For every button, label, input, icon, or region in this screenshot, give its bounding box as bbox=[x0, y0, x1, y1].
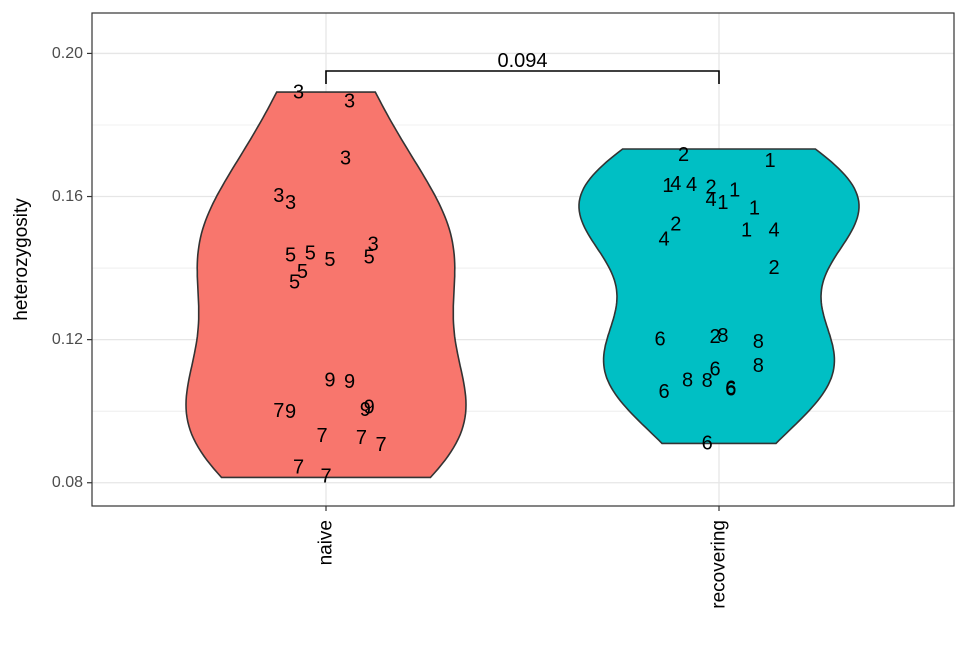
point-label: 6 bbox=[658, 381, 669, 403]
point-label: 2 bbox=[678, 144, 689, 166]
point-label: 9 bbox=[285, 401, 296, 423]
p-value-label: 0.094 bbox=[497, 50, 547, 72]
point-label: 2 bbox=[706, 177, 717, 199]
y-axis-title: heterozygosity bbox=[11, 198, 32, 321]
point-label: 6 bbox=[725, 378, 736, 400]
y-tick-label: 0.16 bbox=[52, 188, 83, 205]
point-label: 2 bbox=[670, 213, 681, 235]
x-tick-label-naive: naive bbox=[316, 520, 337, 565]
point-label: 7 bbox=[293, 457, 304, 479]
point-label: 7 bbox=[320, 465, 331, 487]
point-label: 3 bbox=[344, 91, 355, 113]
point-label: 1 bbox=[717, 192, 728, 214]
point-label: 5 bbox=[324, 249, 335, 271]
point-label: 1 bbox=[765, 150, 776, 172]
point-label: 7 bbox=[375, 434, 386, 456]
point-label: 4 bbox=[670, 173, 681, 195]
point-label: 4 bbox=[658, 229, 669, 251]
y-tick-label: 0.20 bbox=[52, 45, 83, 62]
point-label: 3 bbox=[273, 185, 284, 207]
significance-bracket: 0.094 bbox=[325, 50, 720, 84]
point-label: 7 bbox=[356, 427, 367, 449]
point-label: 4 bbox=[768, 220, 779, 242]
point-label: 8 bbox=[682, 369, 693, 391]
point-label: 6 bbox=[725, 379, 736, 401]
point-label: 6 bbox=[702, 432, 713, 454]
point-label: 9 bbox=[324, 369, 335, 391]
point-label: 8 bbox=[753, 355, 764, 377]
point-label: 8 bbox=[702, 370, 713, 392]
y-tick-label: 0.12 bbox=[52, 331, 83, 348]
point-label: 5 bbox=[289, 271, 300, 293]
point-label: 6 bbox=[654, 329, 665, 351]
y-tick-label: 0.08 bbox=[52, 474, 83, 491]
x-axis: naive recovering bbox=[316, 506, 730, 609]
violin-recovering bbox=[578, 148, 860, 445]
point-label: 6 bbox=[710, 359, 721, 381]
point-label: 1 bbox=[662, 175, 673, 197]
point-label: 5 bbox=[364, 246, 375, 268]
point-label: 5 bbox=[305, 242, 316, 264]
point-label: 7 bbox=[317, 425, 328, 447]
point-label: 1 bbox=[729, 180, 740, 202]
point-label: 3 bbox=[340, 147, 351, 169]
point-label: 5 bbox=[297, 261, 308, 283]
point-label: 3 bbox=[293, 81, 304, 103]
plot-border bbox=[91, 12, 955, 507]
point-label: 7 bbox=[273, 400, 284, 422]
violin-naive bbox=[185, 91, 467, 479]
point-label: 5 bbox=[285, 245, 296, 267]
point-label: 8 bbox=[753, 331, 764, 353]
point-label: 4 bbox=[706, 189, 717, 211]
point-label: 2 bbox=[710, 326, 721, 348]
point-label: 4 bbox=[686, 174, 697, 196]
y-axis: 0.08 0.12 0.16 0.20 bbox=[52, 45, 92, 491]
violins bbox=[185, 91, 860, 479]
point-label: 1 bbox=[741, 220, 752, 242]
point-label: 9 bbox=[344, 371, 355, 393]
bracket-line bbox=[325, 70, 720, 84]
x-tick-label-recovering: recovering bbox=[709, 520, 730, 609]
point-label: 9 bbox=[360, 399, 371, 421]
point-label: 2 bbox=[768, 257, 779, 279]
point-label: 3 bbox=[285, 192, 296, 214]
point-label: 8 bbox=[717, 325, 728, 347]
point-label: 1 bbox=[749, 197, 760, 219]
point-label: 9 bbox=[364, 397, 375, 419]
point-label: 3 bbox=[368, 234, 379, 256]
